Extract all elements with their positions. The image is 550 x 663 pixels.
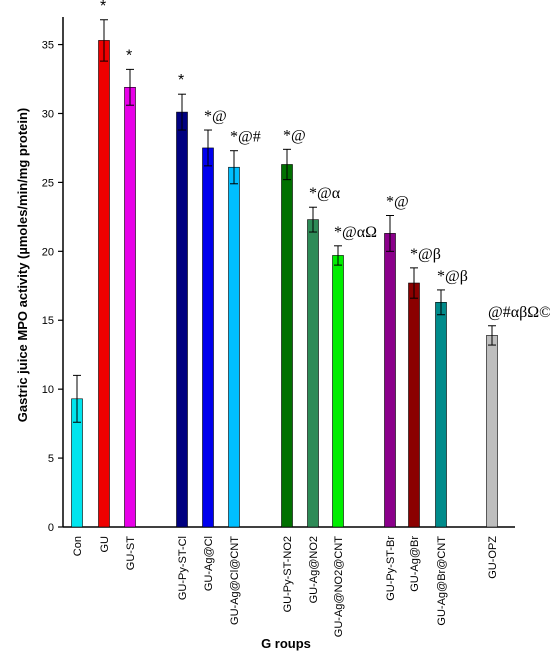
- y-axis-label: Gastric juice MPO activity (µmoles/min/m…: [15, 108, 30, 423]
- significance-label: *@αΩ: [334, 224, 377, 241]
- bar: [124, 86, 136, 528]
- bar: [332, 255, 344, 528]
- x-tick-label: GU-OPZ: [487, 536, 499, 579]
- x-tick-label: GU-Py-ST-NO2: [282, 536, 294, 612]
- x-tick-label: GU: [99, 536, 111, 553]
- bar: [307, 219, 319, 528]
- significance-label: *@: [204, 108, 227, 125]
- bar: [384, 233, 396, 528]
- x-tick-label: GU-Py-ST-Br: [385, 536, 397, 601]
- y-tick-label: 0: [48, 522, 54, 534]
- y-tick-label: 35: [42, 40, 54, 52]
- x-tick-label: GU-Py-ST-Cl: [177, 536, 189, 600]
- significance-label: *@: [386, 193, 409, 210]
- x-tick-labels: Con GU GU-ST GU-Py-ST-Cl GU-Ag@Cl GU-Ag@Cl@CN…: [72, 536, 499, 638]
- bar: [435, 302, 447, 528]
- y-tick-label: 20: [42, 246, 54, 258]
- x-tick-label: GU-Ag@Br: [409, 536, 421, 592]
- significance-label: *@α: [309, 185, 341, 202]
- bar: [202, 147, 214, 528]
- x-tick-label: GU-Ag@NO2@CNT: [333, 536, 345, 637]
- y-tick-label: 25: [42, 177, 54, 189]
- x-tick-label: GU-ST: [125, 536, 137, 571]
- significance-label: *: [126, 47, 132, 64]
- significance-annotations: ****@*@# *@*@α*@αΩ*@*@β*@β@#αβΩ©: [100, 0, 550, 321]
- significance-label: @#αβΩ©: [488, 304, 550, 321]
- bars: [71, 40, 498, 528]
- y-tick-label: 15: [42, 315, 54, 327]
- y-tick-label: 5: [48, 453, 54, 465]
- x-tick-label: GU-Ag@Br@CNT: [436, 536, 448, 626]
- bar: [408, 282, 420, 528]
- error-bars: [73, 19, 496, 423]
- bar: [486, 335, 498, 528]
- y-ticks: 0 5 10 15 20 25 30 35: [42, 40, 63, 534]
- x-tick-label: GU-Ag@NO2: [308, 536, 320, 603]
- significance-label: *@#: [230, 129, 261, 146]
- significance-label: *@: [283, 127, 306, 144]
- bar: [176, 111, 188, 528]
- bar: [281, 164, 293, 528]
- significance-label: *@β: [437, 268, 468, 285]
- x-axis-label: G roups: [261, 636, 311, 651]
- x-tick-label: Con: [72, 536, 84, 556]
- x-tick-label: GU-Ag@Cl@CNT: [229, 536, 241, 625]
- significance-label: *: [100, 0, 106, 15]
- bar: [228, 166, 240, 528]
- significance-label: *@β: [410, 246, 441, 263]
- y-tick-label: 30: [42, 108, 54, 120]
- y-tick-label: 10: [42, 384, 54, 396]
- significance-label: *: [178, 72, 184, 89]
- x-tick-label: GU-Ag@Cl: [203, 536, 215, 591]
- bar: [98, 40, 110, 528]
